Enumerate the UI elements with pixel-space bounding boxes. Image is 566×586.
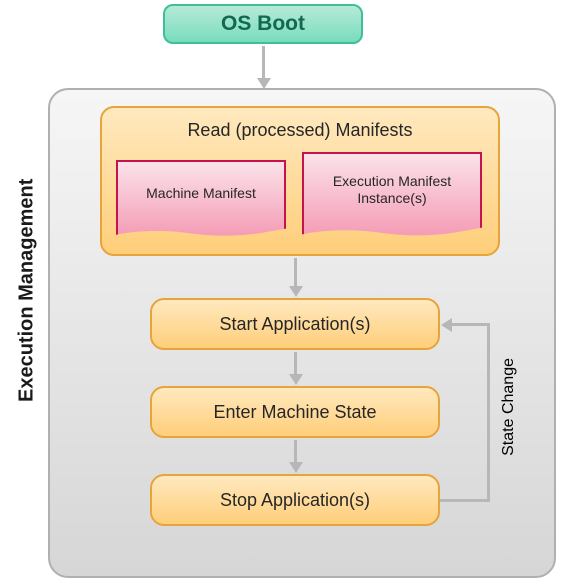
read-manifests-title: Read (processed) Manifests xyxy=(187,120,412,141)
enter-machine-state-label: Enter Machine State xyxy=(213,402,376,423)
execution-manifest-label: Execution Manifest Instance(s) xyxy=(304,173,480,218)
arrow-enter-to-stop xyxy=(294,440,297,462)
diagram-canvas: OS Boot Execution Management Read (proce… xyxy=(0,0,566,586)
execution-management-label-text: Execution Management xyxy=(16,178,39,401)
arrow-loop-seg3 xyxy=(452,323,490,326)
state-change-label: State Change xyxy=(500,358,518,456)
arrow-manifests-to-start-head xyxy=(289,286,303,297)
arrow-start-to-enter-head xyxy=(289,374,303,385)
execution-manifest-doc: Execution Manifest Instance(s) xyxy=(302,152,482,238)
machine-manifest-label: Machine Manifest xyxy=(146,185,256,213)
arrow-start-to-enter xyxy=(294,352,297,374)
stop-applications-label: Stop Application(s) xyxy=(220,490,370,511)
execution-management-label: Execution Management xyxy=(12,160,42,420)
arrow-loop-head xyxy=(441,318,452,332)
os-boot-label: OS Boot xyxy=(221,12,305,36)
enter-machine-state-node: Enter Machine State xyxy=(150,386,440,438)
state-change-text: State Change xyxy=(500,358,517,456)
os-boot-node: OS Boot xyxy=(163,4,363,44)
stop-applications-node: Stop Application(s) xyxy=(150,474,440,526)
arrow-enter-to-stop-head xyxy=(289,462,303,473)
arrow-loop-seg2 xyxy=(487,323,490,502)
arrow-manifests-to-start xyxy=(294,258,297,286)
arrow-loop-seg1 xyxy=(440,499,490,502)
machine-manifest-doc: Machine Manifest xyxy=(116,160,286,238)
start-applications-label: Start Application(s) xyxy=(219,314,370,335)
start-applications-node: Start Application(s) xyxy=(150,298,440,350)
arrow-osboot-to-em xyxy=(262,46,265,78)
